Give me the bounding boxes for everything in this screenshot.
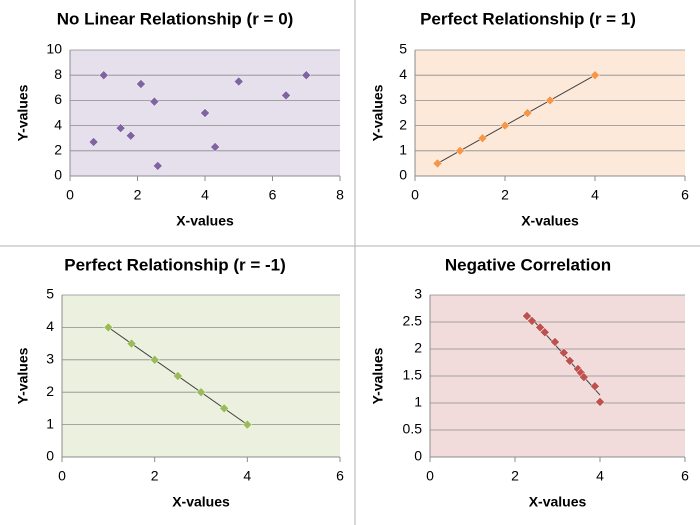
y-tick-label: 2 <box>46 383 54 399</box>
x-tick-label: 4 <box>201 187 209 203</box>
point <box>500 120 510 131</box>
y-tick-label: 3 <box>414 286 422 302</box>
point <box>172 371 183 381</box>
point <box>196 387 206 398</box>
y-axis-title: Y-values <box>15 347 31 404</box>
point <box>578 372 589 382</box>
y-tick-label: 4 <box>399 66 407 82</box>
point <box>522 311 532 321</box>
point <box>432 158 443 169</box>
y-tick-label: 6 <box>54 91 62 107</box>
point <box>590 70 600 81</box>
x-tick-label: 0 <box>66 187 74 203</box>
chart-panel: 0 1 2 3 4 5 0 2 4 6 Perfect Relationship (r = -1) X… <box>15 255 344 509</box>
point <box>149 96 160 107</box>
chart-title: No Linear Relationship (r = 0) <box>57 9 294 28</box>
y-tick-label: 8 <box>54 66 62 82</box>
y-tick-label: 2 <box>414 340 422 356</box>
chart-panel: 0 0.5 1 1.5 2 2.5 3 0 2 4 6 Negative Correlation X-v… <box>370 255 689 509</box>
plot-area <box>62 295 340 457</box>
x-axis-title: X-values <box>529 494 587 510</box>
point <box>242 419 253 430</box>
y-tick-label: 3 <box>46 351 54 367</box>
y-tick-label: 0 <box>46 448 54 464</box>
point <box>539 327 550 338</box>
x-axis-title: X-values <box>172 494 230 510</box>
y-tick-label: 2 <box>399 116 407 132</box>
point <box>527 316 537 326</box>
point <box>455 145 465 156</box>
x-tick-label: 2 <box>511 468 519 484</box>
y-tick-label: 2.5 <box>403 313 423 329</box>
y-axis-title: Y-values <box>15 84 31 141</box>
point <box>535 322 545 333</box>
point <box>219 403 230 414</box>
point <box>88 137 99 147</box>
x-tick-label: 2 <box>134 187 142 203</box>
y-tick-label: 1.5 <box>403 367 423 383</box>
trendline <box>437 74 596 164</box>
x-tick-label: 6 <box>681 468 689 484</box>
x-axis-title: X-values <box>521 213 579 229</box>
y-tick-label: 0 <box>54 167 62 183</box>
y-tick-label: 1 <box>399 142 407 158</box>
y-tick-label: 1 <box>414 394 422 410</box>
point <box>301 70 312 81</box>
y-axis-title: Y-values <box>370 84 386 141</box>
y-tick-label: 0.5 <box>403 421 423 437</box>
y-tick-label: 10 <box>46 41 62 57</box>
chart-panel: 0 1 2 3 4 5 0 2 4 6 Perfect Relationship (r = 1) X-… <box>370 9 689 228</box>
x-tick-label: 2 <box>501 187 509 203</box>
point <box>115 123 126 133</box>
point <box>281 90 291 101</box>
x-tick-label: 6 <box>336 468 344 484</box>
plot-area <box>415 50 685 176</box>
point <box>550 337 560 347</box>
point <box>125 130 136 141</box>
point <box>545 95 555 106</box>
point <box>564 356 575 366</box>
chart-title: Negative Correlation <box>445 255 611 274</box>
y-tick-label: 5 <box>399 41 407 57</box>
point <box>152 161 163 171</box>
x-tick-label: 0 <box>426 468 434 484</box>
point <box>595 397 605 407</box>
point <box>126 338 137 349</box>
y-tick-label: 2 <box>54 142 62 158</box>
y-tick-label: 4 <box>46 318 54 334</box>
x-tick-label: 2 <box>151 468 159 484</box>
point <box>200 108 210 118</box>
point <box>477 133 488 144</box>
y-axis-title: Y-values <box>370 347 386 404</box>
y-tick-label: 0 <box>399 167 407 183</box>
point <box>98 70 109 81</box>
x-tick-label: 6 <box>269 187 277 203</box>
y-tick-label: 5 <box>46 286 54 302</box>
chart-title: Perfect Relationship (r = 1) <box>420 9 636 28</box>
x-tick-label: 4 <box>243 468 251 484</box>
x-tick-label: 0 <box>58 468 66 484</box>
y-tick-label: 3 <box>399 91 407 107</box>
x-tick-label: 0 <box>411 187 419 203</box>
x-tick-label: 4 <box>596 468 604 484</box>
y-tick-label: 1 <box>46 415 54 431</box>
point <box>559 347 569 358</box>
point <box>522 108 533 118</box>
x-axis-title: X-values <box>176 213 234 229</box>
y-tick-label: 4 <box>54 116 62 132</box>
point <box>233 76 244 87</box>
point <box>103 322 114 333</box>
x-tick-label: 8 <box>336 187 344 203</box>
x-tick-label: 4 <box>591 187 599 203</box>
point <box>136 79 146 89</box>
y-tick-label: 0 <box>414 448 422 464</box>
point <box>210 142 220 152</box>
point <box>590 381 600 392</box>
point <box>149 354 160 365</box>
chart-title: Perfect Relationship (r = -1) <box>64 255 286 274</box>
x-tick-label: 6 <box>681 187 689 203</box>
chart-panel: 0 2 4 6 8 10 0 2 4 6 8 No Linear Relationship (r = … <box>15 9 344 228</box>
